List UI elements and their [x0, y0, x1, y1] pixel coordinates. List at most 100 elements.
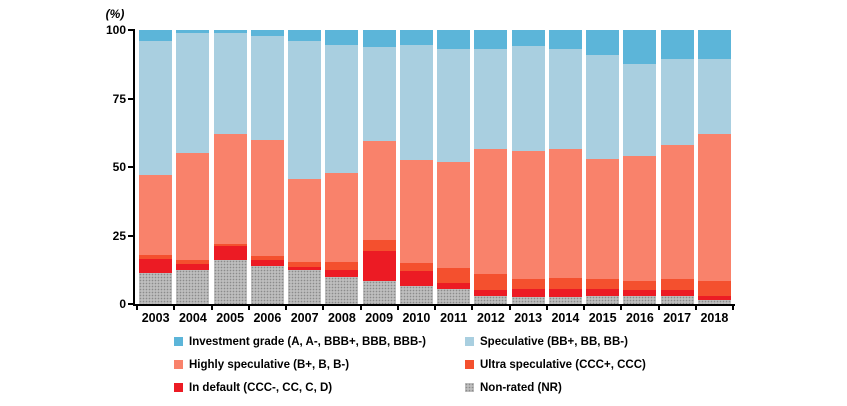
x-axis-label-2010: 2010	[402, 311, 431, 325]
y-axis-title: (%)	[105, 7, 125, 21]
bar-segment	[697, 299, 731, 304]
legend-item-ultra-speculative: Ultra speculative (CCC+, CCC)	[465, 357, 646, 372]
bar-segment	[139, 272, 173, 304]
legend-label: In default (CCC-, CC, C, D)	[189, 381, 333, 394]
bar-2010	[399, 30, 433, 304]
bar-slot-2008	[323, 30, 360, 304]
x-axis-label-2008: 2008	[327, 311, 356, 325]
x-tick-mark	[136, 306, 138, 310]
bar-segment	[437, 283, 471, 289]
bar-segment	[511, 297, 545, 304]
bar-segment	[176, 153, 210, 261]
bar-segment	[139, 258, 173, 273]
bar-segment	[176, 32, 210, 154]
x-tick-mark	[247, 306, 250, 310]
x-axis-label-2009: 2009	[365, 311, 394, 325]
bar-2015	[586, 30, 620, 304]
bar-segment	[548, 277, 582, 289]
bar-segment	[250, 139, 284, 257]
bar-slot-2004	[174, 30, 211, 304]
x-tick-mark	[322, 306, 325, 310]
bar-slot-2006	[249, 30, 286, 304]
bar-segment	[474, 49, 508, 150]
x-tick-mark	[173, 306, 176, 310]
y-tick-mark	[128, 166, 133, 168]
bar-segment	[176, 269, 210, 304]
x-tick-mark	[732, 306, 734, 310]
bar-slot-2009	[361, 30, 398, 304]
x-tick-mark	[285, 306, 287, 310]
y-tick-label-50: 50	[112, 160, 126, 174]
bar-segment	[437, 161, 471, 269]
bar-segment	[437, 288, 471, 304]
bar-segment	[511, 46, 545, 151]
bar-segment	[399, 45, 433, 161]
bar-segment	[288, 41, 322, 180]
x-tick-mark	[471, 306, 474, 310]
bar-slot-2014	[547, 30, 584, 304]
bar-segment	[325, 30, 359, 46]
bar-segment	[623, 156, 657, 281]
bar-2018	[697, 30, 731, 304]
bar-2008	[325, 30, 359, 304]
bar-segment	[474, 273, 508, 291]
bar-2014	[548, 30, 582, 304]
y-tick-mark	[128, 29, 133, 31]
bar-segment	[548, 297, 582, 304]
bar-segment	[325, 172, 359, 262]
bar-slot-2010	[398, 30, 435, 304]
bar-segment	[325, 276, 359, 304]
bar-segment	[623, 64, 657, 157]
y-tick-mark	[128, 303, 133, 305]
bar-segment	[623, 295, 657, 304]
bar-segment	[474, 290, 508, 296]
bar-segment	[399, 262, 433, 272]
bar-segment	[399, 160, 433, 263]
bar-slot-2005	[212, 30, 249, 304]
legend-swatch-highly-speculative	[174, 360, 183, 369]
x-axis-label-2005: 2005	[216, 311, 245, 325]
bar-2004	[176, 30, 210, 304]
bar-segment	[623, 290, 657, 296]
x-axis-label-2016: 2016	[625, 311, 654, 325]
bar-slot-2012	[472, 30, 509, 304]
x-axis-label-2013: 2013	[514, 311, 543, 325]
x-axis-line	[133, 304, 735, 306]
bar-slot-2003	[137, 30, 174, 304]
bar-segment	[586, 295, 620, 304]
plot-area	[137, 30, 733, 304]
bar-segment	[362, 141, 396, 240]
bar-segment	[176, 264, 210, 270]
bar-2006	[250, 30, 284, 304]
bar-2009	[362, 30, 396, 304]
bar-segment	[213, 32, 247, 135]
bar-segment	[288, 269, 322, 304]
bar-segment	[548, 49, 582, 150]
legend-swatch-in-default	[174, 383, 183, 392]
x-axis-label-2007: 2007	[290, 311, 319, 325]
y-tick-label-100: 100	[105, 23, 126, 37]
y-axis-line	[133, 29, 135, 306]
bar-segment	[325, 269, 359, 277]
y-tick-label-0: 0	[119, 297, 126, 311]
legend-item-highly-speculative: Highly speculative (B+, B, B-)	[174, 357, 465, 372]
x-axis-label-2017: 2017	[663, 311, 692, 325]
x-axis-label-2011: 2011	[440, 311, 468, 325]
bar-segment	[697, 30, 731, 59]
legend-label: Investment grade (A, A-, BBB+, BBB, BBB-…	[189, 335, 426, 348]
bar-segment	[362, 30, 396, 47]
bar-segment	[213, 134, 247, 244]
x-axis-label-2012: 2012	[476, 311, 505, 325]
x-tick-mark	[657, 306, 660, 310]
bar-slot-2013	[510, 30, 547, 304]
bar-segment	[325, 45, 359, 173]
bar-segment	[213, 30, 247, 33]
legend: Investment grade (A, A-, BBB+, BBB, BBB-…	[174, 334, 646, 395]
bar-segment	[139, 30, 173, 41]
bar-slot-2015	[584, 30, 621, 304]
bar-segment	[586, 158, 620, 280]
bar-segment	[437, 30, 471, 50]
bar-2017	[660, 30, 694, 304]
legend-swatch-investment-grade	[174, 337, 183, 346]
